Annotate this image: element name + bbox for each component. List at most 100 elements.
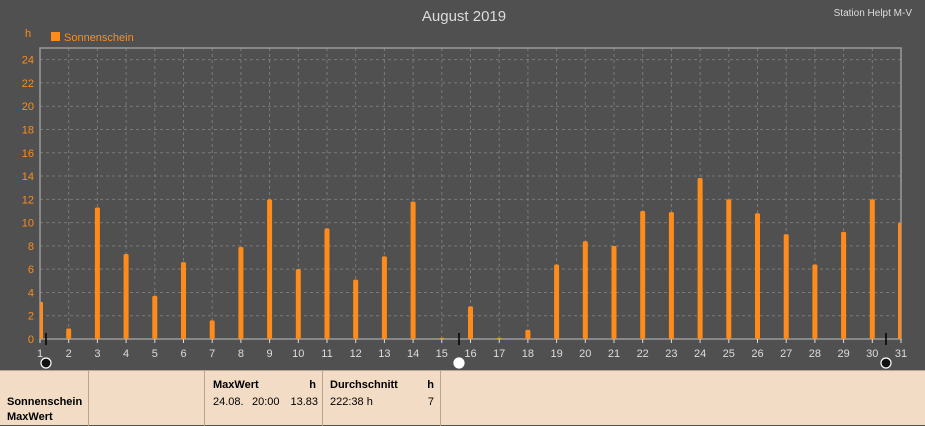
y-tick-label: 24 <box>22 55 34 67</box>
y-tick-label: 16 <box>22 148 34 160</box>
y-tick-label: 6 <box>28 264 34 276</box>
y-tick-label: 10 <box>22 218 34 230</box>
bar-day-30[interactable] <box>869 199 875 339</box>
x-tick-label: 28 <box>809 348 821 360</box>
y-tick-label: 18 <box>22 124 34 136</box>
bar-day-19[interactable] <box>554 264 560 339</box>
bar-day-13[interactable] <box>381 256 387 339</box>
maxwert-time: 20:00 <box>252 396 280 408</box>
bar-day-15[interactable] <box>439 337 445 339</box>
maxwert-header: MaxWert <box>213 379 259 391</box>
durchschnitt-header: Durchschnitt <box>330 379 398 391</box>
y-axis-label: h <box>25 28 31 40</box>
maxwert-date: 24.08. <box>213 396 244 408</box>
bar-day-16[interactable] <box>468 306 473 339</box>
x-tick-label: 17 <box>493 348 505 360</box>
bar-day-24[interactable] <box>697 178 703 339</box>
bar-day-3[interactable] <box>94 207 100 339</box>
bar-day-6[interactable] <box>181 262 186 339</box>
y-tick-label: 0 <box>28 334 34 346</box>
bar-day-26[interactable] <box>755 213 760 339</box>
bar-day-4[interactable] <box>123 254 129 339</box>
durchschnitt-column: Durchschnitt h 222:38 h 7 <box>323 371 441 426</box>
x-tick-label: 3 <box>94 348 100 360</box>
empty-column <box>89 371 205 426</box>
bar-day-12[interactable] <box>353 279 359 339</box>
durchschnitt-value: 222:38 h <box>330 396 373 408</box>
station-name: Station Helpt M-V <box>834 8 913 19</box>
range-start-marker[interactable] <box>40 357 52 369</box>
bar-layer <box>40 178 901 339</box>
x-tick-label: 12 <box>350 348 362 360</box>
bar-day-2[interactable] <box>66 328 72 339</box>
x-tick-label: 27 <box>780 348 792 360</box>
x-tick-label: 21 <box>608 348 620 360</box>
legend-swatch-sonnenschein <box>51 32 60 41</box>
y-tick-label: 12 <box>22 194 34 206</box>
bar-day-18[interactable] <box>525 329 531 339</box>
y-tick-label: 22 <box>22 78 34 90</box>
bar-day-17[interactable] <box>496 337 502 339</box>
bar-day-14[interactable] <box>410 201 416 339</box>
maxwert-column: MaxWert h 24.08. 20:00 13.83 <box>205 371 323 426</box>
bar-day-27[interactable] <box>783 234 789 339</box>
x-tick-label: 24 <box>694 348 706 360</box>
x-tick-label: 8 <box>238 348 244 360</box>
y-tick-label: 2 <box>28 311 34 323</box>
bar-day-21[interactable] <box>611 245 617 339</box>
x-tick-label: 14 <box>407 348 419 360</box>
stats-panel: Sonnenschein MaxWert MaxWert h 24.08. 20… <box>0 370 925 426</box>
bar-day-28[interactable] <box>812 264 818 339</box>
x-tick-label: 13 <box>378 348 390 360</box>
bar-day-20[interactable] <box>582 241 588 339</box>
row-labels-column: Sonnenschein MaxWert <box>0 371 89 426</box>
row-label-maxwert: MaxWert <box>7 411 53 423</box>
bar-day-22[interactable] <box>640 210 646 339</box>
x-tick-label: 9 <box>267 348 273 360</box>
chart-title: August 2019 <box>422 8 506 25</box>
y-tick-label: 4 <box>28 287 34 299</box>
range-end-marker[interactable] <box>880 357 892 369</box>
bar-day-1[interactable] <box>40 301 43 339</box>
x-tick-label: 20 <box>579 348 591 360</box>
x-tick-label: 11 <box>321 348 332 360</box>
x-tick-label: 29 <box>837 348 849 360</box>
x-tick-label: 16 <box>464 348 476 360</box>
bar-day-11[interactable] <box>324 228 330 339</box>
durchschnitt-unit: h <box>427 379 434 391</box>
bar-day-25[interactable] <box>726 199 732 339</box>
x-tick-label: 15 <box>436 348 448 360</box>
bar-day-10[interactable] <box>295 269 301 339</box>
bar-day-5[interactable] <box>152 295 158 339</box>
grid-layer <box>39 47 902 340</box>
x-tick-label: 2 <box>66 348 72 360</box>
legend-label-sonnenschein[interactable]: Sonnenschein <box>64 32 134 44</box>
x-tick-label: 1 <box>37 348 43 360</box>
x-tick-label: 5 <box>152 348 158 360</box>
y-tick-label: 14 <box>22 171 34 183</box>
x-tick-label: 31 <box>895 348 907 360</box>
bar-day-31[interactable] <box>898 222 901 339</box>
x-tick-label: 26 <box>751 348 763 360</box>
bar-day-29[interactable] <box>841 231 847 339</box>
y-tick-label: 20 <box>22 101 34 113</box>
bar-day-23[interactable] <box>668 212 674 339</box>
chart-area: 0 2 4 6 8 10 12 14 16 18 20 22 24 1 2 3 4 5 6 7 8 9 10 11 12 13 14… <box>21 8 913 369</box>
bar-day-7[interactable] <box>209 320 215 339</box>
bar-day-8[interactable] <box>238 247 244 339</box>
row-label-sonnenschein: Sonnenschein <box>7 396 83 408</box>
x-tick-label: 6 <box>180 348 186 360</box>
x-tick-label: 7 <box>209 348 215 360</box>
range-middle-marker[interactable] <box>453 357 465 369</box>
x-tick-label: 25 <box>723 348 735 360</box>
x-tick-label: 19 <box>550 348 562 360</box>
x-tick-label: 30 <box>866 348 878 360</box>
maxwert-value: 13.83 <box>290 396 318 408</box>
bar-day-9[interactable] <box>267 199 273 339</box>
x-tick-label: 4 <box>123 348 129 360</box>
durchschnitt-count: 7 <box>427 396 434 408</box>
x-tick-label: 18 <box>522 348 534 360</box>
y-tick-label: 8 <box>28 241 34 253</box>
